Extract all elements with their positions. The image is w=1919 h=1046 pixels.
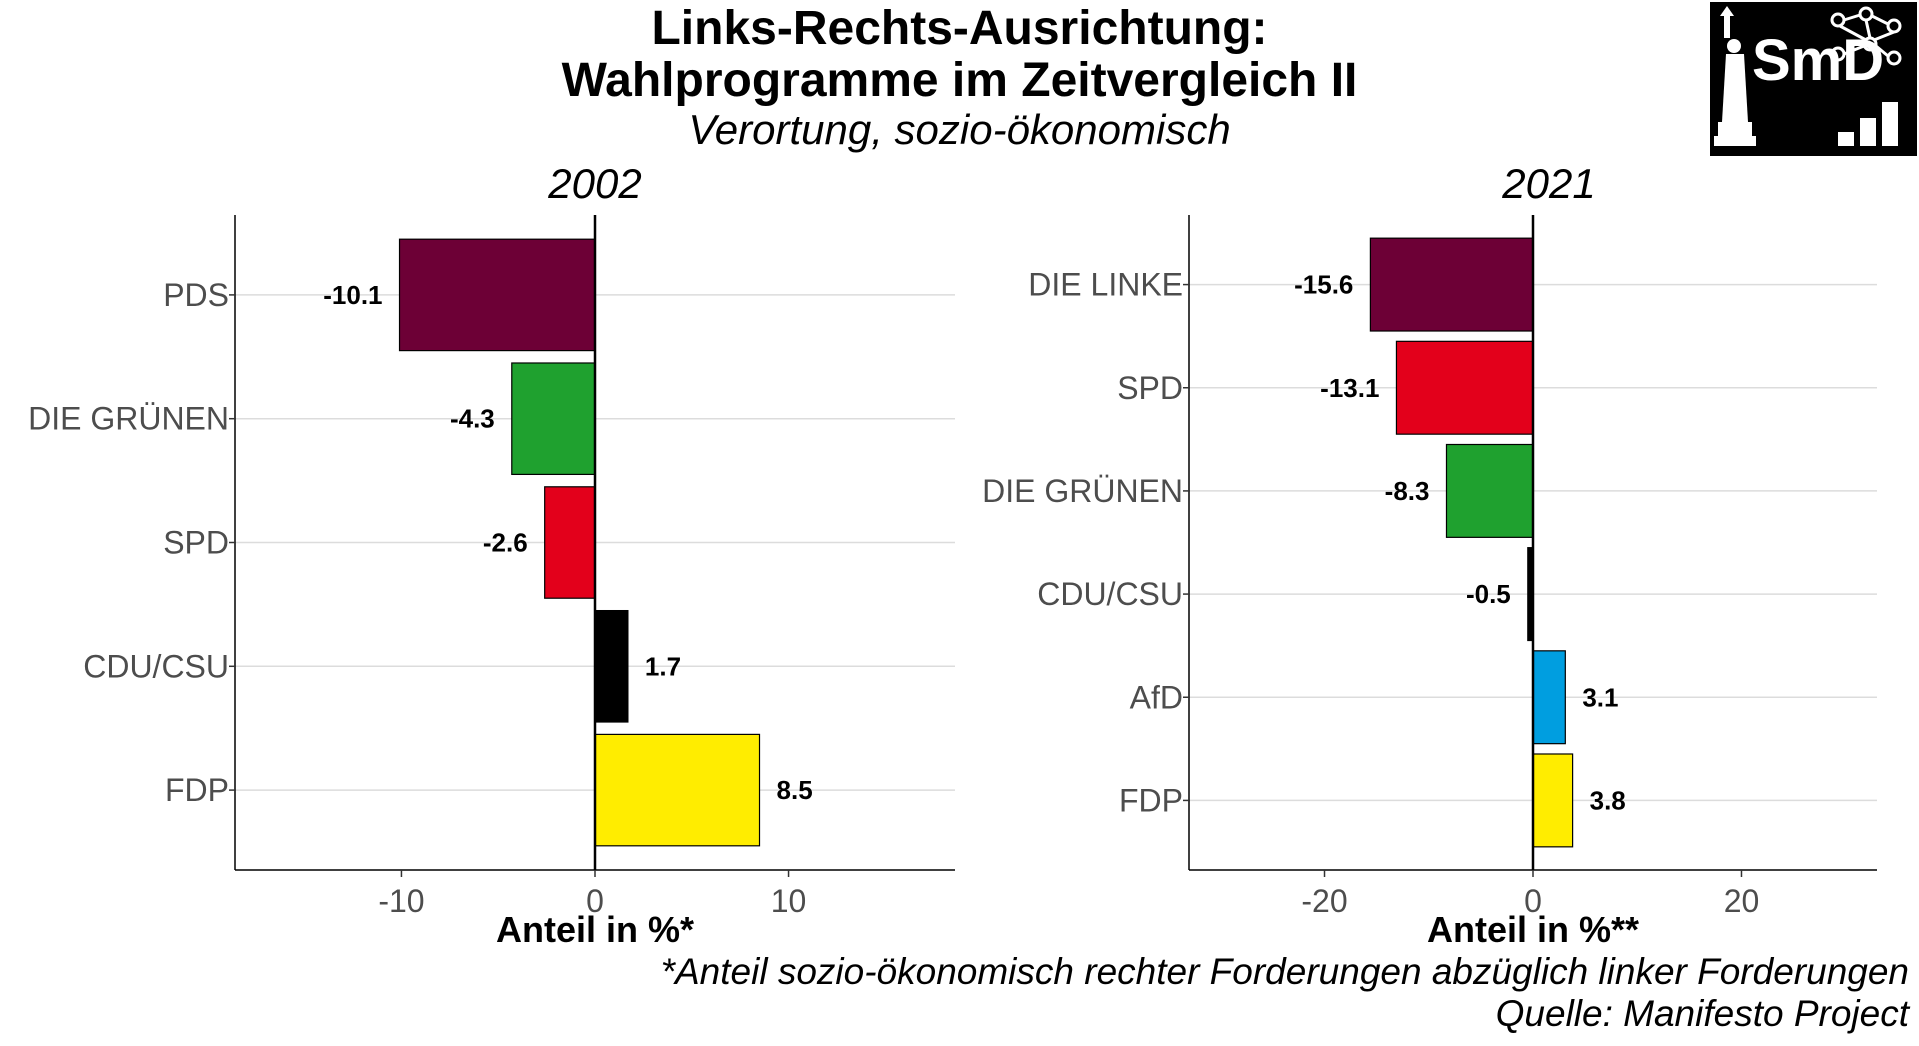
x-axis-label: Anteil in %** [1427,909,1639,950]
y-tick-label: FDP [1119,782,1183,818]
y-tick-label: DIE GRÜNEN [28,401,229,437]
data-label: -10.1 [323,280,382,310]
data-label: -0.5 [1466,579,1511,609]
smd-logo: SmD [1710,2,1917,156]
panel-title-2002: 2002 [547,160,641,207]
logo-text: SmD [1752,28,1884,93]
x-axis-label: Anteil in %* [496,909,694,950]
data-label: 3.1 [1582,682,1618,712]
panel-title-2021: 2021 [1501,160,1595,207]
footnote: *Anteil sozio-ökonomisch rechter Forderu… [660,951,1909,992]
data-label: -15.6 [1294,270,1353,300]
bar-fdp [594,733,761,847]
source-note: Quelle: Manifesto Project [1495,993,1909,1034]
bar-spd [544,486,596,599]
y-tick-label: FDP [165,772,229,808]
y-tick-label: AfD [1130,679,1183,715]
data-label: -4.3 [450,404,495,434]
data-label: 3.8 [1590,785,1626,815]
y-tick-label: DIE GRÜNEN [982,473,1183,509]
data-label: 8.5 [777,775,813,805]
bar-die-linke [1369,237,1534,332]
bar-spd [1395,340,1534,435]
chart-subtitle: Verortung, sozio-ökonomisch [688,106,1231,153]
bar-pds [398,238,596,352]
bar-cdu-csu [594,609,629,723]
x-tick-label: -10 [378,883,424,919]
y-tick-label: SPD [1117,370,1183,406]
chart-title-line-1: Links-Rechts-Ausrichtung: [651,2,1268,55]
y-tick-label: CDU/CSU [1037,576,1183,612]
x-tick-label: -20 [1301,883,1347,919]
bar-die-gr-nen [511,362,596,476]
y-tick-label: PDS [163,277,229,313]
data-label: -13.1 [1320,373,1379,403]
y-tick-label: SPD [163,525,229,561]
x-tick-label: 0 [1524,883,1542,919]
data-label: -8.3 [1385,476,1430,506]
x-tick-label: 10 [771,883,807,919]
data-label: 1.7 [645,651,681,681]
x-tick-label: 0 [586,883,604,919]
bar-fdp [1532,753,1574,848]
y-tick-label: DIE LINKE [1028,267,1183,303]
chart-title-line-2: Wahlprogramme im Zeitvergleich II [561,54,1358,107]
bar-die-gr-nen [1445,443,1534,538]
y-tick-label: CDU/CSU [83,648,229,684]
x-tick-label: 20 [1724,883,1760,919]
bar-afd [1532,650,1566,745]
data-label: -2.6 [483,528,528,558]
